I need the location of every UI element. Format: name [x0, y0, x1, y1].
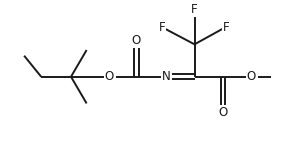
Text: F: F — [222, 21, 229, 34]
Text: F: F — [191, 3, 198, 16]
Text: O: O — [105, 70, 114, 83]
Text: O: O — [247, 70, 256, 83]
Text: N: N — [162, 70, 170, 83]
Text: O: O — [218, 106, 227, 119]
Text: F: F — [158, 21, 165, 34]
Text: O: O — [132, 34, 141, 47]
